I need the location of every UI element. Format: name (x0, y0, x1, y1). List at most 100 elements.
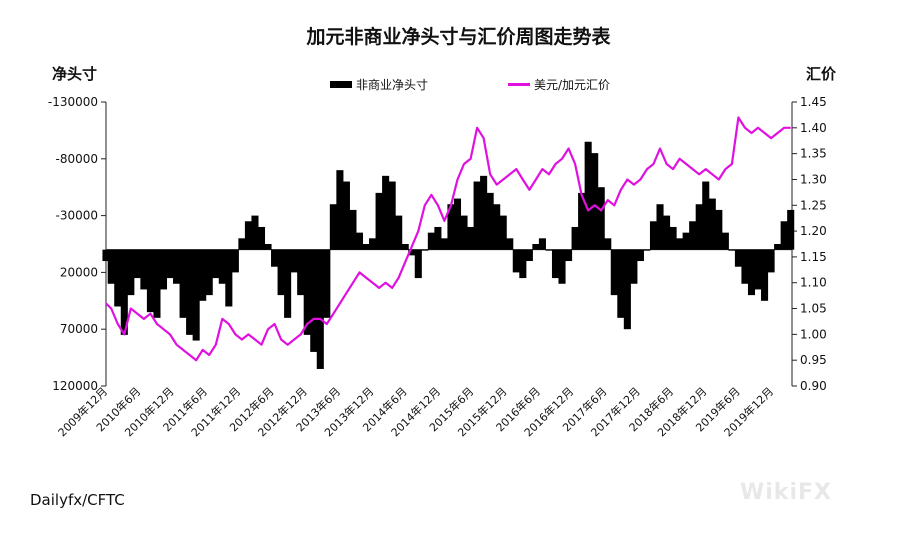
right-tick-label: 1.35 (800, 147, 827, 161)
position-bar (277, 249, 285, 296)
position-bar (571, 226, 579, 250)
position-bar (395, 215, 403, 250)
position-bar (369, 238, 377, 250)
position-bar (656, 204, 664, 250)
position-bar (774, 244, 782, 250)
position-bar (382, 175, 390, 250)
left-tick-label: -80000 (55, 152, 98, 166)
position-bar (421, 249, 429, 251)
position-bar (649, 221, 658, 250)
position-bar (159, 249, 168, 290)
position-bar (604, 238, 612, 250)
position-bar (375, 192, 383, 250)
position-bar (440, 238, 448, 250)
position-bar (316, 249, 324, 369)
position-bar (120, 249, 128, 335)
position-bar (467, 226, 475, 250)
position-bar (512, 249, 520, 273)
legend-line-swatch (508, 83, 530, 86)
right-tick-label: 1.15 (800, 250, 827, 264)
right-tick-label: 1.05 (800, 302, 827, 316)
position-bar (408, 249, 416, 256)
position-bar (747, 249, 756, 296)
position-bar (689, 221, 697, 250)
legend-label-positions: 非商业净头寸 (356, 78, 429, 92)
position-bar (290, 249, 298, 273)
position-bar (264, 244, 272, 250)
position-bar (734, 249, 742, 267)
left-tick-label: 70000 (60, 322, 98, 336)
position-bar (218, 249, 226, 284)
position-bar (303, 249, 311, 335)
position-bar (114, 249, 122, 307)
position-bar (780, 221, 788, 250)
position-bar (349, 209, 357, 250)
position-bar (708, 198, 716, 250)
position-bar (525, 249, 533, 262)
source-label: Dailyfx/CFTC (30, 491, 125, 509)
position-bar (127, 249, 135, 296)
position-bar (205, 249, 213, 296)
position-bar (669, 226, 677, 250)
position-bar (761, 249, 769, 301)
position-bar (186, 249, 194, 335)
right-tick-label: 1.40 (800, 121, 827, 135)
legend-label-rate: 美元/加元汇价 (534, 78, 611, 92)
position-bar (257, 226, 266, 250)
position-bar (486, 192, 494, 250)
position-bar (578, 192, 586, 250)
position-bar (414, 249, 422, 279)
position-bar (133, 249, 141, 279)
position-bar (545, 249, 553, 251)
right-tick-label: 0.90 (800, 379, 827, 393)
legend-bar-swatch (330, 81, 352, 88)
left-tick-label: -130000 (48, 95, 98, 109)
position-bar (676, 238, 684, 250)
position-bar (728, 249, 736, 251)
position-bar (480, 175, 488, 250)
position-bar (297, 249, 305, 296)
position-bar (179, 249, 187, 318)
position-bar (153, 249, 161, 318)
legend-item-rate: 美元/加元汇价 (508, 76, 610, 93)
position-bar (715, 209, 723, 250)
position-bar (565, 249, 573, 262)
right-tick-label: 1.20 (800, 224, 827, 238)
position-bar (453, 198, 462, 250)
position-bar (630, 249, 638, 284)
right-tick-label: 0.95 (800, 353, 827, 367)
left-tick-label: -30000 (55, 209, 98, 223)
position-bar (271, 249, 279, 267)
position-bar (663, 215, 671, 250)
position-bar (107, 249, 115, 284)
position-bar (721, 232, 729, 250)
position-bar (329, 204, 337, 250)
position-bar (493, 204, 501, 250)
position-bar (617, 249, 625, 318)
position-bar (447, 204, 455, 250)
position-bar (623, 249, 631, 330)
position-bar (355, 232, 364, 250)
position-bar (741, 249, 749, 284)
position-bar (102, 249, 110, 262)
position-bar (434, 226, 442, 250)
position-bar (682, 232, 690, 250)
position-bar (787, 209, 795, 250)
left-tick-label: 120000 (52, 379, 98, 393)
position-bar (323, 249, 331, 318)
position-bar (192, 249, 200, 341)
position-bar (342, 181, 350, 250)
right-tick-label: 1.30 (800, 172, 827, 186)
position-bar (238, 238, 246, 250)
position-bar (166, 249, 174, 279)
position-bar (551, 249, 560, 279)
watermark-logo: WikiFX (740, 480, 832, 505)
position-bar (427, 232, 435, 250)
position-bar (199, 249, 207, 301)
position-bar (591, 153, 599, 250)
position-bar (173, 249, 181, 284)
position-bar (558, 249, 566, 284)
position-bar (336, 170, 344, 250)
position-bar (584, 141, 592, 250)
